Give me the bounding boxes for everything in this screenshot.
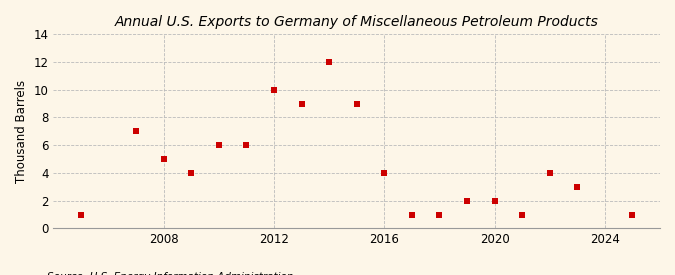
Point (324, 60, 335, 64)
Point (462, 199, 472, 203)
Point (213, 143, 224, 147)
Point (351, 101, 362, 106)
Point (186, 171, 196, 175)
Point (241, 143, 252, 147)
Point (76, 212, 86, 217)
Point (434, 212, 445, 217)
Point (489, 199, 500, 203)
Point (296, 101, 307, 106)
Point (269, 87, 279, 92)
Point (379, 171, 389, 175)
Point (131, 129, 142, 134)
Point (627, 212, 638, 217)
Text: Source: U.S. Energy Information Administration: Source: U.S. Energy Information Administ… (47, 273, 294, 275)
Point (517, 212, 528, 217)
Point (159, 157, 169, 161)
Point (572, 185, 583, 189)
Y-axis label: Thousand Barrels: Thousand Barrels (15, 80, 28, 183)
Title: Annual U.S. Exports to Germany of Miscellaneous Petroleum Products: Annual U.S. Exports to Germany of Miscel… (115, 15, 599, 29)
Point (544, 171, 555, 175)
Point (406, 212, 417, 217)
